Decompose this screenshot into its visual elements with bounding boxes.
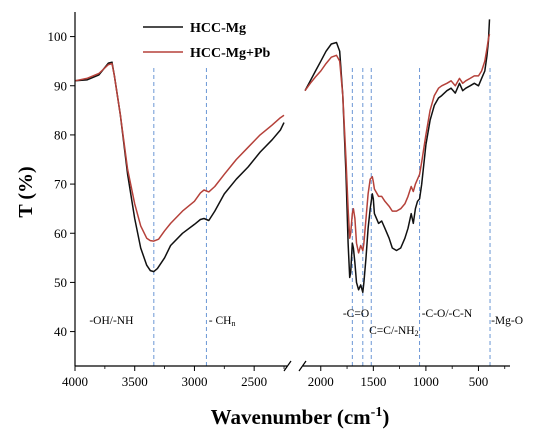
legend: HCC-Mg HCC-Mg+Pb	[143, 21, 271, 61]
x-axis-title-close: )	[382, 405, 389, 429]
x-tick-label: 3000	[181, 374, 207, 389]
series-line-hcc-mg-pb	[304, 33, 491, 254]
x-tick-label: 3500	[122, 374, 148, 389]
y-tick-label: 90	[54, 78, 67, 93]
y-tick-label: 60	[54, 226, 67, 241]
peak-annotation: -C=O	[343, 308, 369, 320]
x-tick-label: 4000	[62, 374, 88, 389]
axis-break-mark	[298, 360, 307, 372]
y-tick-label: 50	[54, 275, 67, 290]
series-line-hcc-mg-pb	[74, 62, 285, 242]
axes	[70, 12, 510, 372]
y-tick-label: 70	[54, 177, 67, 192]
peak-annotation: C=C/-NH2	[369, 325, 418, 338]
y-tick-label: 100	[48, 29, 68, 44]
series-line-hcc-mg	[74, 61, 285, 273]
x-tick-label: 1000	[413, 374, 439, 389]
peak-annotation: -Mg-O	[491, 315, 523, 327]
axis-break-mark	[283, 360, 292, 372]
x-tick-label: 500	[469, 374, 489, 389]
x-axis-title-superscript: -1	[371, 405, 383, 420]
legend-label-hcc-mg: HCC-Mg	[190, 21, 246, 36]
marker-lines	[153, 68, 491, 366]
series-lines	[74, 19, 491, 294]
legend-label-hcc-mg-pb: HCC-Mg+Pb	[190, 46, 271, 61]
peak-annotation-subscript: n	[231, 319, 235, 328]
peak-annotation: -OH/-NH	[89, 315, 133, 327]
series-line-hcc-mg	[304, 19, 491, 294]
y-axis-title: T (%)	[15, 166, 37, 217]
x-tick-label: 2500	[241, 374, 267, 389]
x-tick-label: 1500	[360, 374, 386, 389]
peak-annotation-subscript: 2	[415, 329, 419, 338]
y-tick-label: 40	[54, 324, 67, 339]
y-tick-label: 80	[54, 127, 67, 142]
peak-annotation: - CHn	[209, 315, 236, 328]
x-tick-label: 2000	[308, 374, 334, 389]
x-axis-title: Wavenumber (cm-1)	[211, 405, 390, 429]
peak-annotation: -C-O/-C-N	[422, 308, 473, 320]
annotations: -OH/-NH - CHn -C=OC=C/-NH2 -C-O/-C-N -Mg-O	[89, 308, 523, 338]
